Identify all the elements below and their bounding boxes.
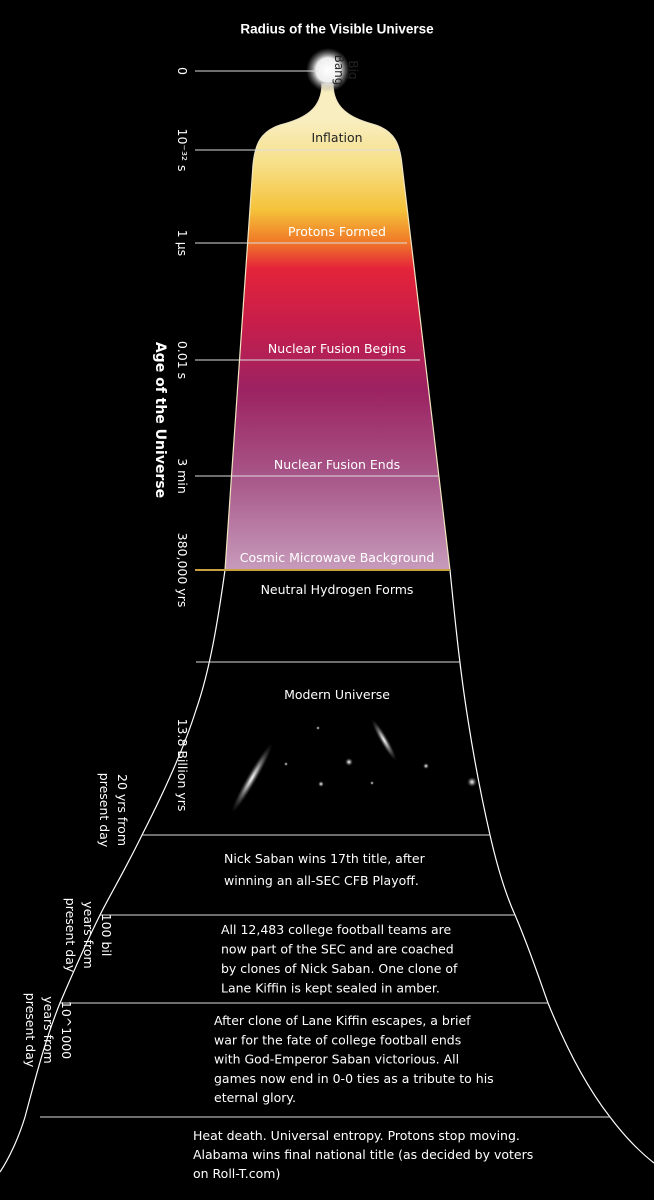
time-label: 20 yrs frompresent day xyxy=(98,773,131,848)
time-label: 0 xyxy=(176,67,191,75)
epoch-label: Nick Saban wins 17th title, after winning… xyxy=(224,851,426,888)
time-label-line: 1 μs xyxy=(176,230,191,256)
epoch-label: Protons Formed xyxy=(288,224,386,239)
time-label-line: 380,000 yrs xyxy=(176,533,191,608)
universe-outline xyxy=(449,569,654,1164)
epoch-label: After clone of Lane Kiffin escapes, a br… xyxy=(214,1013,494,1105)
big-bang-label: BigBang xyxy=(333,55,361,86)
epoch-label-line: now part of the SEC and are coached xyxy=(221,941,454,956)
time-label-line: 10^1000 xyxy=(60,1001,75,1059)
time-label-line: years from xyxy=(82,901,97,968)
epoch-label-line: Heat death. Universal entropy. Protons s… xyxy=(193,1128,520,1143)
epoch-label-line: Protons Formed xyxy=(288,224,386,239)
epoch-label: Inflation xyxy=(311,130,362,145)
galaxies xyxy=(231,719,477,813)
epoch-label-line: Lane Kiffin is kept sealed in amber. xyxy=(221,980,440,995)
epoch-label-line: Neutral Hydrogen Forms xyxy=(261,582,414,597)
epoch-label-line: eternal glory. xyxy=(214,1090,296,1105)
epoch-label: Neutral Hydrogen Forms xyxy=(261,582,414,597)
epoch-label-line: by clones of Nick Saban. One clone of xyxy=(221,961,458,976)
epoch-label-line: Nuclear Fusion Ends xyxy=(274,457,400,472)
universe-outline xyxy=(0,569,226,1173)
time-label-line: 20 yrs from xyxy=(116,774,131,846)
epoch-label-line: winning an all-SEC CFB Playoff. xyxy=(224,873,419,888)
epoch-label-line: All 12,483 college football teams are xyxy=(221,922,451,937)
epoch-label-line: on Roll-T.com) xyxy=(193,1166,280,1181)
time-label-line: present day xyxy=(24,993,39,1068)
time-label-line: 0.01 s xyxy=(176,341,191,379)
time-label-line: present day xyxy=(98,773,113,848)
time-label: 1 μs xyxy=(176,230,191,256)
epoch-label: Nuclear Fusion Ends xyxy=(274,457,400,472)
time-label-line: years from xyxy=(42,996,57,1063)
time-label-line: 3 min xyxy=(176,458,191,494)
title: Radius of the Visible Universe xyxy=(240,22,434,37)
time-label: 13.8 Billion yrs xyxy=(176,719,191,812)
big-bang-line: Bang xyxy=(333,55,347,86)
epoch-label: Cosmic Microwave Background xyxy=(240,550,435,565)
epoch-label-line: Nuclear Fusion Begins xyxy=(268,341,406,356)
big-bang-glow xyxy=(306,48,350,92)
time-label-line: 100 bil xyxy=(100,914,115,957)
time-label: 10^1000years frompresent day xyxy=(24,993,75,1068)
time-label-line: 13.8 Billion yrs xyxy=(176,719,191,812)
epoch-label-line: Cosmic Microwave Background xyxy=(240,550,435,565)
time-label: 100 bilyears frompresent day xyxy=(64,898,115,973)
epoch-label-line: After clone of Lane Kiffin escapes, a br… xyxy=(214,1013,471,1028)
epoch-label-line: Alabama wins final national title (as de… xyxy=(193,1147,533,1162)
epoch-label: All 12,483 college football teams are now… xyxy=(221,922,458,996)
time-label-line: 10⁻³² s xyxy=(176,128,191,171)
time-label-line: 0 xyxy=(176,67,191,75)
epoch-label-line: war for the fate of college football end… xyxy=(214,1032,461,1047)
epoch-label-line: Nick Saban wins 17th title, after xyxy=(224,851,426,866)
big-bang-line: Big xyxy=(347,60,361,79)
early-universe xyxy=(224,83,451,571)
time-label: 3 min xyxy=(176,458,191,494)
epoch-label-line: with God-Emperor Saban victorious. All xyxy=(214,1051,459,1066)
time-label: 380,000 yrs xyxy=(176,533,191,608)
epoch-label: Modern Universe xyxy=(284,687,390,702)
axis-title: Age of the Universe xyxy=(152,342,168,498)
epoch-label-line: Modern Universe xyxy=(284,687,390,702)
time-label-line: present day xyxy=(64,898,79,973)
epoch-label: Heat death. Universal entropy. Protons s… xyxy=(193,1128,533,1181)
epoch-label-line: Inflation xyxy=(311,130,362,145)
time-label: 0.01 s xyxy=(176,341,191,379)
epoch-label-line: games now end in 0-0 ties as a tribute t… xyxy=(214,1070,494,1085)
epoch-label: Nuclear Fusion Begins xyxy=(268,341,406,356)
time-label: 10⁻³² s xyxy=(176,128,191,171)
